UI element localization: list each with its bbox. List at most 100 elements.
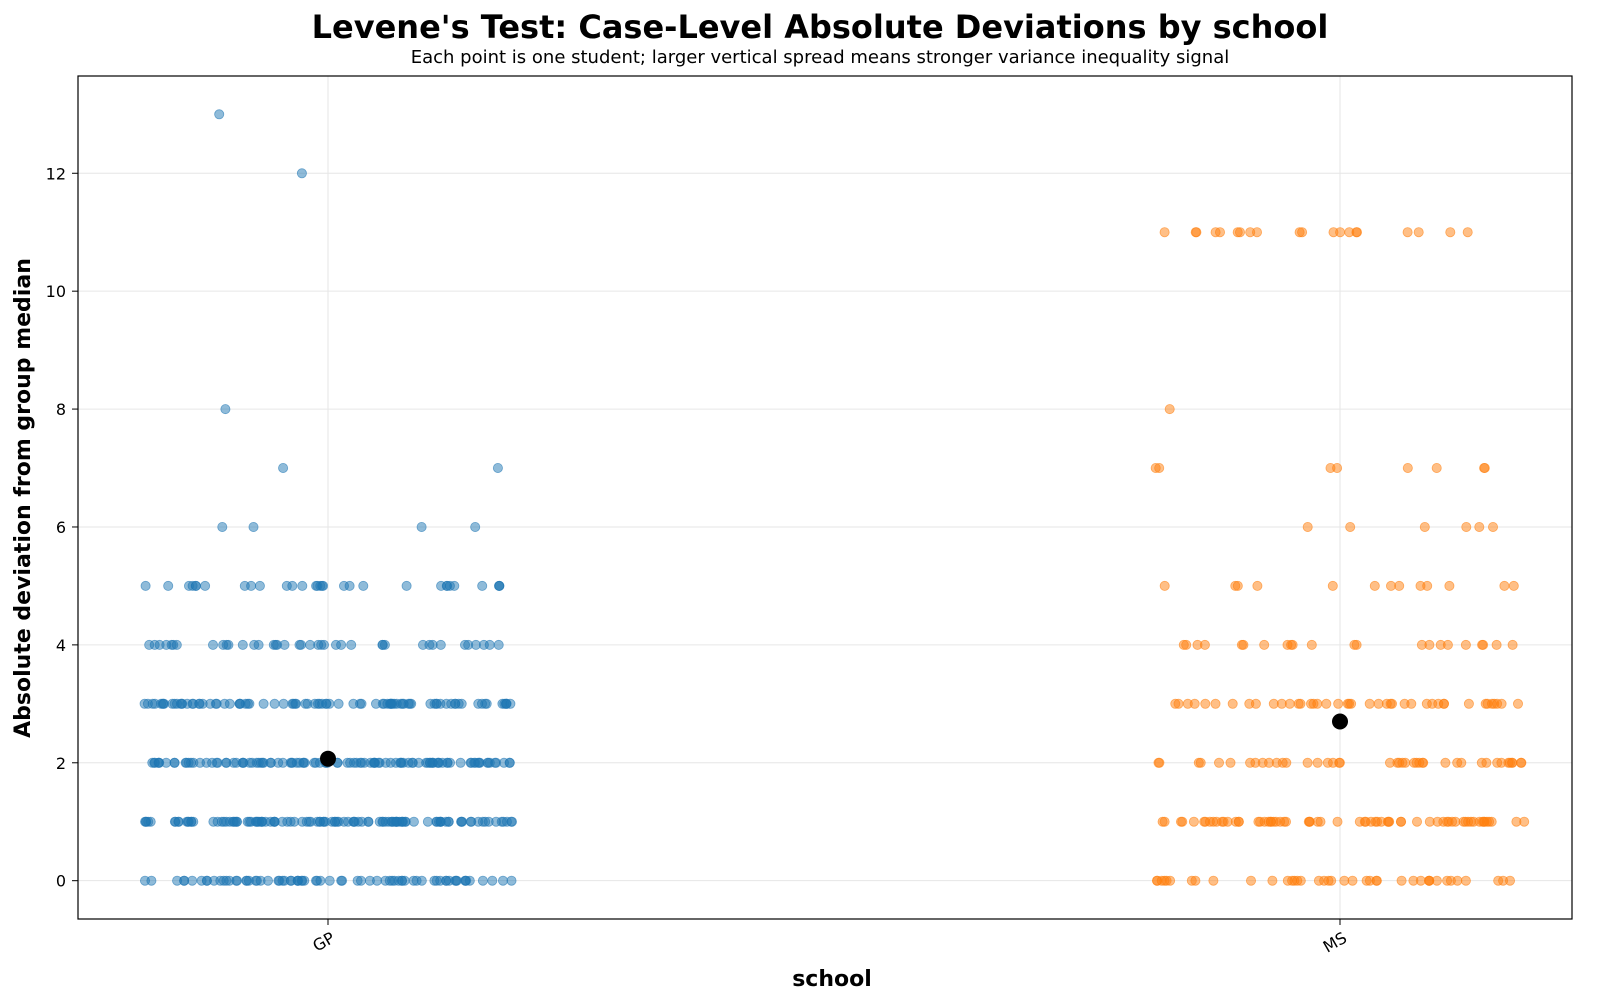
data-point: [1424, 875, 1435, 886]
data-point: [1345, 522, 1356, 533]
data-point: [1238, 639, 1249, 650]
data-point: [1507, 639, 1518, 650]
mean-marker-GP: [320, 750, 336, 767]
data-point: [1349, 639, 1360, 650]
data-point: [1190, 875, 1201, 886]
data-point: [296, 168, 307, 179]
x-tick-label: GP: [309, 928, 338, 956]
data-point: [1463, 698, 1474, 709]
data-point: [377, 639, 388, 650]
data-point: [440, 816, 451, 827]
data-point: [1154, 757, 1165, 768]
data-point: [493, 639, 504, 650]
data-point: [348, 698, 359, 709]
data-point: [1208, 816, 1219, 827]
data-point: [196, 875, 207, 886]
data-points: [139, 109, 1530, 886]
y-tick-label: 2: [56, 754, 66, 773]
data-point: [1361, 875, 1372, 886]
chart-subtitle: Each point is one student; larger vertic…: [411, 47, 1229, 68]
y-axis-ticks: 0 2 4 6 8 10 12: [46, 164, 78, 891]
data-point: [1332, 462, 1343, 473]
data-point: [231, 875, 242, 886]
y-tick-label: 12: [46, 164, 66, 183]
data-point: [1402, 462, 1413, 473]
data-point: [1481, 816, 1492, 827]
data-point: [1245, 227, 1256, 238]
data-point: [169, 757, 180, 768]
data-point: [1282, 875, 1293, 886]
data-point: [297, 580, 308, 591]
data-point: [1327, 580, 1338, 591]
chart-title: Levene's Test: Case-Level Absolute Devia…: [312, 8, 1329, 46]
data-point: [1312, 757, 1323, 768]
data-point: [311, 580, 322, 591]
data-point: [417, 639, 428, 650]
data-point: [281, 580, 292, 591]
data-point: [1408, 875, 1419, 886]
data-point: [220, 404, 231, 415]
data-point: [1479, 462, 1490, 473]
data-point: [231, 816, 242, 827]
data-point: [1460, 875, 1471, 886]
data-point: [181, 757, 192, 768]
data-point: [241, 875, 252, 886]
data-point: [1252, 580, 1263, 591]
data-point: [1215, 227, 1226, 238]
data-point: [344, 580, 355, 591]
data-point: [407, 757, 418, 768]
data-point: [355, 875, 366, 886]
data-point: [1286, 639, 1297, 650]
data-point: [489, 757, 500, 768]
data-point: [1432, 816, 1443, 827]
data-point: [1460, 639, 1471, 650]
data-point: [1157, 816, 1168, 827]
data-point: [1364, 698, 1375, 709]
data-point: [1276, 698, 1287, 709]
data-point: [1452, 875, 1463, 886]
data-point: [176, 698, 187, 709]
series-GP: [139, 109, 517, 886]
data-point: [433, 757, 444, 768]
data-point: [1461, 522, 1472, 533]
data-point: [333, 698, 344, 709]
data-point: [1450, 816, 1461, 827]
data-point: [1232, 580, 1243, 591]
data-point: [450, 698, 461, 709]
data-point: [461, 875, 472, 886]
data-point: [1491, 639, 1502, 650]
data-point: [455, 757, 466, 768]
data-point: [1445, 227, 1456, 238]
data-point: [231, 757, 242, 768]
data-point: [363, 816, 374, 827]
data-point: [1396, 875, 1407, 886]
data-point: [1360, 816, 1371, 827]
data-point: [282, 816, 293, 827]
data-point: [501, 698, 512, 709]
data-point: [1177, 816, 1188, 827]
data-point: [1442, 875, 1453, 886]
data-point: [1259, 639, 1270, 650]
data-point: [214, 109, 225, 120]
data-point: [398, 757, 409, 768]
data-point: [218, 875, 229, 886]
data-point: [504, 757, 515, 768]
data-point: [498, 816, 509, 827]
data-point: [317, 698, 328, 709]
data-point: [1499, 580, 1510, 591]
data-point: [1164, 404, 1175, 415]
data-point: [1431, 462, 1442, 473]
data-point: [476, 698, 487, 709]
data-point: [1440, 757, 1451, 768]
data-point: [1199, 639, 1210, 650]
data-point: [294, 757, 305, 768]
y-tick-label: 10: [46, 282, 66, 301]
data-point: [1159, 227, 1170, 238]
data-point: [1332, 816, 1343, 827]
data-point: [140, 816, 151, 827]
data-point: [1476, 757, 1487, 768]
data-point: [1412, 816, 1423, 827]
data-point: [425, 698, 436, 709]
data-point: [1170, 698, 1181, 709]
data-point: [1304, 816, 1315, 827]
